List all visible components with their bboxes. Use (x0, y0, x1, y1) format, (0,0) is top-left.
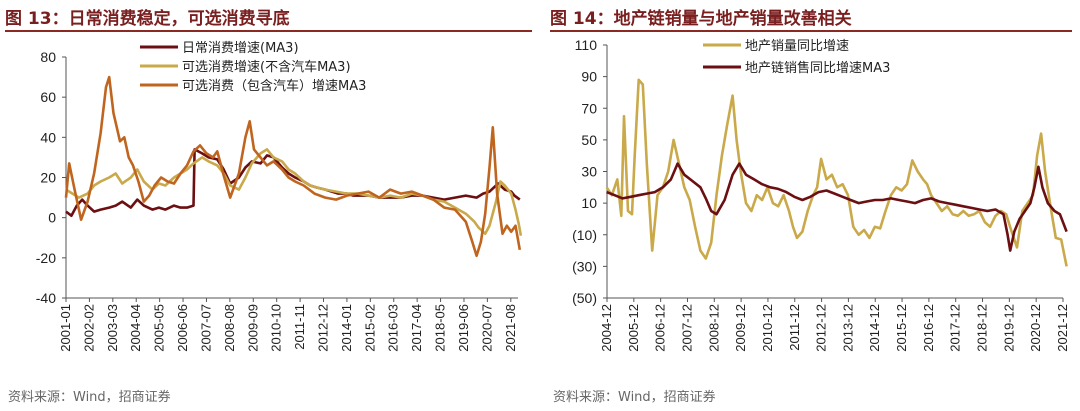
x-tick-label: 2015-02 (362, 304, 377, 352)
y-tick-label: (10) (572, 227, 597, 243)
x-tick-label: 2008-12 (706, 304, 721, 352)
y-tick-label: 0 (48, 210, 56, 226)
x-tick-label: 2014-12 (867, 304, 882, 352)
y-tick-label: 30 (581, 164, 597, 180)
x-tick-label: 2009-12 (733, 304, 748, 352)
chart-panel-right: 图 14：地产链销量与地产销量改善相关 110 90 70 50 30 10 (10) (30… (545, 0, 1080, 411)
y-tick-label: 110 (575, 37, 598, 53)
y-tick-label: 40 (40, 129, 56, 145)
x-tick-label: 2001-01 (58, 304, 73, 352)
x-tick-label: 2018-05 (433, 304, 448, 352)
chart-title: 图 13：日常消费稳定，可选消费寻底 (5, 9, 290, 29)
x-tick-label: 2010-10 (269, 304, 284, 352)
chart-source: 资料来源：Wind，招商证券 (8, 390, 171, 405)
series-line-2 (65, 148, 523, 236)
x-tick-label: 2006-06 (175, 304, 190, 352)
x-tick-label: 2019-12 (1001, 304, 1016, 352)
title-divider (5, 30, 532, 32)
x-tick-label: 2005-12 (626, 304, 641, 352)
x-tick-label: 2012-12 (316, 304, 331, 352)
x-tick-label: 2009-09 (245, 304, 260, 352)
title-divider (550, 30, 1072, 32)
x-tick-label: 2012-12 (814, 304, 829, 352)
x-tick-label: 2020-07 (479, 304, 494, 352)
chart-svg: 110 90 70 50 30 10 (10) (30) (50)2004-12 2005-12 2… (572, 37, 1070, 352)
x-tick-label: 2010-12 (760, 304, 775, 352)
y-tick-label: 70 (581, 100, 597, 116)
x-tick-label: 2018-12 (975, 304, 990, 352)
x-tick-label: 2020-12 (1028, 304, 1043, 352)
x-tick-label: 2007-12 (679, 304, 694, 352)
x-tick-label: 2006-12 (653, 304, 668, 352)
x-tick-label: 2005-05 (152, 304, 167, 352)
x-tick-label: 2016-12 (921, 304, 936, 352)
x-tick-label: 2011-12 (787, 304, 802, 351)
legend-label: 地产销量同比增速 (745, 39, 849, 54)
x-tick-label: 2002-02 (81, 304, 96, 352)
y-tick-label: 50 (581, 132, 597, 148)
x-tick-label: 2017-12 (948, 304, 963, 352)
y-tick-label: 80 (40, 49, 56, 65)
chart-source: 资料来源：Wind，招商证券 (553, 390, 716, 405)
x-tick-label: 2017-04 (409, 304, 424, 352)
x-tick-label: 2015-12 (894, 304, 909, 352)
legend-label: 地产链销售同比增速MA3 (745, 60, 890, 76)
x-tick-label: 2008-08 (222, 304, 237, 352)
series-line-3 (64, 75, 522, 258)
series-line-1 (605, 78, 1068, 267)
legend-label: 可选消费增速(不含汽车MA3) (182, 59, 351, 75)
x-tick-label: 2007-07 (198, 304, 213, 352)
x-tick-label: 2013-12 (840, 304, 855, 352)
chart-panel-left: 图 13：日常消费稳定，可选消费寻底 80 60 40 20 0 -20 -40 2001-0… (5, 9, 532, 405)
x-tick-label: 2014-01 (339, 304, 354, 352)
y-tick-label: 90 (581, 69, 597, 85)
legend-label: 日常消费增速(MA3) (182, 41, 299, 56)
y-tick-label: 10 (581, 195, 597, 211)
series-line-2 (606, 162, 1068, 252)
y-tick-label: -20 (36, 250, 56, 266)
x-tick-label: 2011-11 (292, 304, 307, 350)
series-line-1 (65, 148, 521, 217)
y-tick-label: 60 (40, 89, 56, 105)
y-tick-label: 20 (40, 170, 56, 186)
x-tick-label: 2004-04 (128, 304, 143, 352)
x-tick-label: 2004-12 (599, 304, 614, 352)
x-tick-label: 2021-12 (1055, 304, 1070, 352)
y-tick-label: (30) (572, 258, 597, 274)
x-tick-label: 2019-06 (456, 304, 471, 352)
y-tick-label: (50) (572, 290, 597, 306)
chart-title: 图 14：地产链销量与地产销量改善相关 (550, 9, 852, 29)
y-tick-label: -40 (36, 290, 56, 306)
x-tick-label: 2021-08 (503, 304, 518, 352)
x-tick-label: 2016-03 (386, 304, 401, 352)
legend-label: 可选消费（包含汽车）增速MA3 (182, 78, 366, 94)
x-tick-label: 2003-03 (105, 304, 120, 352)
